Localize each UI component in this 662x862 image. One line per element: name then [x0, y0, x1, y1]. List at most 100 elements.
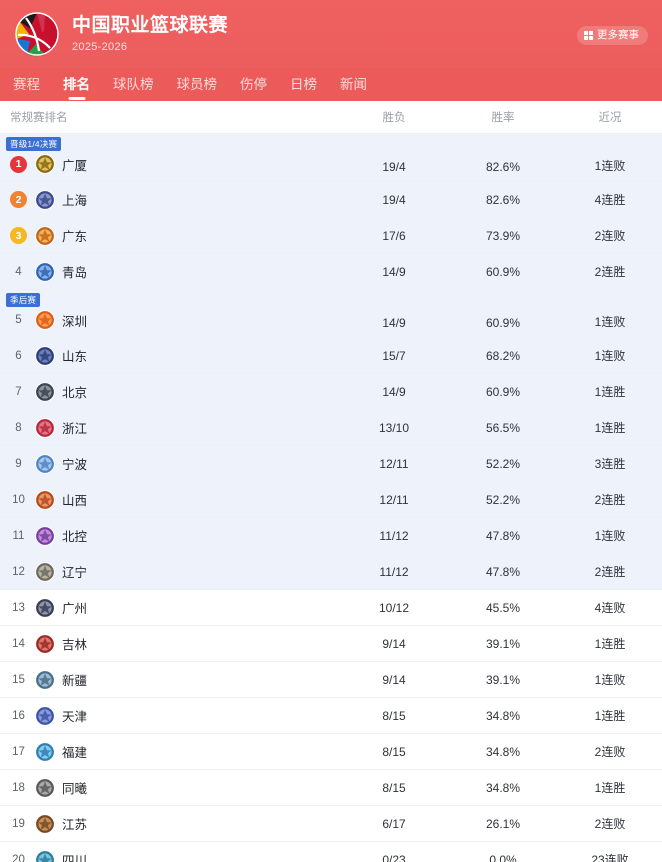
jilin-logo-icon — [35, 633, 55, 654]
team-logo — [35, 381, 55, 402]
table-row[interactable]: 15 新疆 9/14 39.1% 1连败 — [0, 662, 662, 698]
record-cell: 12/11 — [379, 492, 409, 507]
rank-number: 12 — [12, 565, 25, 578]
rank-number: 13 — [12, 601, 25, 614]
record-cell: 10/12 — [378, 600, 410, 615]
more-events-label: 更多赛事 — [597, 29, 639, 41]
team-name: 天津 — [62, 710, 88, 724]
team-logo — [35, 417, 55, 438]
league-title-block: 中国职业篮球联赛 2025-2026 — [72, 14, 228, 55]
table-row[interactable]: 20 四川 0/23 0.0% 23连败 — [0, 842, 662, 862]
streak-cell: 1连败 — [594, 315, 626, 329]
streak-cell: 2连胜 — [594, 265, 626, 279]
team-name: 浙江 — [62, 422, 88, 436]
team-logo — [35, 741, 55, 762]
rank-number: 14 — [12, 637, 25, 650]
team-logo — [35, 597, 55, 618]
team-cell: 11 北控 — [0, 525, 340, 546]
tab-daily[interactable]: 日榜 — [290, 77, 317, 92]
table-row[interactable]: 17 福建 8/15 34.8% 2连败 — [0, 734, 662, 770]
cba-logo — [14, 11, 60, 57]
team-name: 新疆 — [62, 674, 88, 688]
table-row[interactable]: 8 浙江 13/10 56.5% 1连胜 — [0, 410, 662, 446]
streak-cell: 1连胜 — [594, 637, 626, 651]
win-pct-cell: 34.8% — [485, 708, 521, 723]
team-name: 辽宁 — [62, 566, 88, 580]
table-row[interactable]: 季后赛 5 深圳 14/9 60.9% 1连败 — [0, 290, 662, 338]
team-name: 广州 — [62, 602, 88, 616]
streak-cell: 4连败 — [594, 601, 626, 615]
tab-news[interactable]: 新闻 — [340, 77, 367, 92]
liaoning-logo-icon — [35, 561, 55, 582]
team-cell: 17 福建 — [0, 741, 340, 762]
sichuan-logo-icon — [35, 849, 55, 862]
team-logo — [35, 561, 55, 582]
streak-cell: 2连败 — [594, 817, 626, 831]
win-pct-cell: 82.6% — [485, 192, 521, 207]
table-row[interactable]: 11 北控 11/12 47.8% 1连败 — [0, 518, 662, 554]
streak-cell: 23连败 — [591, 853, 629, 862]
team-logo — [35, 633, 55, 654]
rank-badge: 3 — [10, 227, 27, 244]
rank-number: 5 — [15, 314, 22, 326]
team-logo — [35, 489, 55, 510]
streak-cell: 1连败 — [594, 529, 626, 543]
record-cell: 14/9 — [382, 264, 406, 279]
team-cell: 2 上海 — [0, 189, 340, 210]
record-cell: 15/7 — [382, 348, 406, 363]
table-row[interactable]: 14 吉林 9/14 39.1% 1连胜 — [0, 626, 662, 662]
streak-cell: 1连败 — [594, 159, 626, 173]
guangdong-logo-icon — [35, 225, 55, 246]
table-row[interactable]: 9 宁波 12/11 52.2% 3连胜 — [0, 446, 662, 482]
qingdao-logo-icon — [35, 261, 55, 282]
table-row[interactable]: 4 青岛 14/9 60.9% 2连胜 — [0, 254, 662, 290]
table-row[interactable]: 18 同曦 8/15 34.8% 1连胜 — [0, 770, 662, 806]
streak-cell: 2连败 — [594, 229, 626, 243]
team-name: 福建 — [62, 746, 88, 760]
rank-number: 16 — [12, 709, 25, 722]
tab-standings[interactable]: 排名 — [63, 68, 90, 101]
win-pct-cell: 39.1% — [485, 672, 521, 687]
record-cell: 8/15 — [382, 744, 406, 759]
rank-number: 18 — [12, 781, 25, 794]
streak-cell: 3连胜 — [594, 457, 626, 471]
table-row[interactable]: 2 上海 19/4 82.6% 4连胜 — [0, 182, 662, 218]
streak-cell: 2连败 — [594, 745, 626, 759]
tab-player-stats[interactable]: 球员榜 — [176, 77, 218, 92]
tab-injuries[interactable]: 伤停 — [240, 77, 267, 92]
table-row[interactable]: 6 山东 15/7 68.2% 1连败 — [0, 338, 662, 374]
team-cell: 7 北京 — [0, 381, 340, 402]
record-cell: 19/4 — [382, 160, 406, 174]
team-cell: 15 新疆 — [0, 669, 340, 690]
guangsha-logo-icon — [35, 154, 55, 174]
table-row[interactable]: 12 辽宁 11/12 47.8% 2连胜 — [0, 554, 662, 590]
team-logo — [35, 525, 55, 546]
table-row[interactable]: 10 山西 12/11 52.2% 2连胜 — [0, 482, 662, 518]
rank-badge: 1 — [10, 155, 27, 173]
team-cell: 19 江苏 — [0, 813, 340, 834]
tab-schedule[interactable]: 赛程 — [13, 77, 40, 92]
win-pct-cell: 60.9% — [485, 264, 521, 279]
team-name: 青岛 — [62, 266, 88, 280]
table-row[interactable]: 16 天津 8/15 34.8% 1连胜 — [0, 698, 662, 734]
table-row[interactable]: 7 北京 14/9 60.9% 1连胜 — [0, 374, 662, 410]
record-cell: 8/15 — [382, 708, 406, 723]
team-cell: 9 宁波 — [0, 453, 340, 474]
team-name: 吉林 — [62, 638, 88, 652]
table-row[interactable]: 晋级1/4决赛 1 广厦 19/4 82.6% 1连败 — [0, 134, 662, 182]
table-row[interactable]: 19 江苏 6/17 26.1% 2连败 — [0, 806, 662, 842]
beijing-logo-icon — [35, 381, 55, 402]
team-name: 深圳 — [62, 314, 88, 329]
record-cell: 11/12 — [379, 564, 409, 579]
record-cell: 6/17 — [382, 816, 406, 831]
rank-number: 8 — [15, 421, 22, 434]
beikong-logo-icon — [35, 525, 55, 546]
more-events-button[interactable]: 更多赛事 — [577, 26, 648, 45]
fujian-logo-icon — [35, 741, 55, 762]
table-row[interactable]: 13 广州 10/12 45.5% 4连败 — [0, 590, 662, 626]
record-cell: 12/11 — [379, 456, 409, 471]
table-row[interactable]: 3 广东 17/6 73.9% 2连败 — [0, 218, 662, 254]
tab-team-stats[interactable]: 球队榜 — [113, 77, 154, 92]
shenzhen-logo-icon — [35, 310, 55, 330]
zhejiang-logo-icon — [35, 417, 55, 438]
